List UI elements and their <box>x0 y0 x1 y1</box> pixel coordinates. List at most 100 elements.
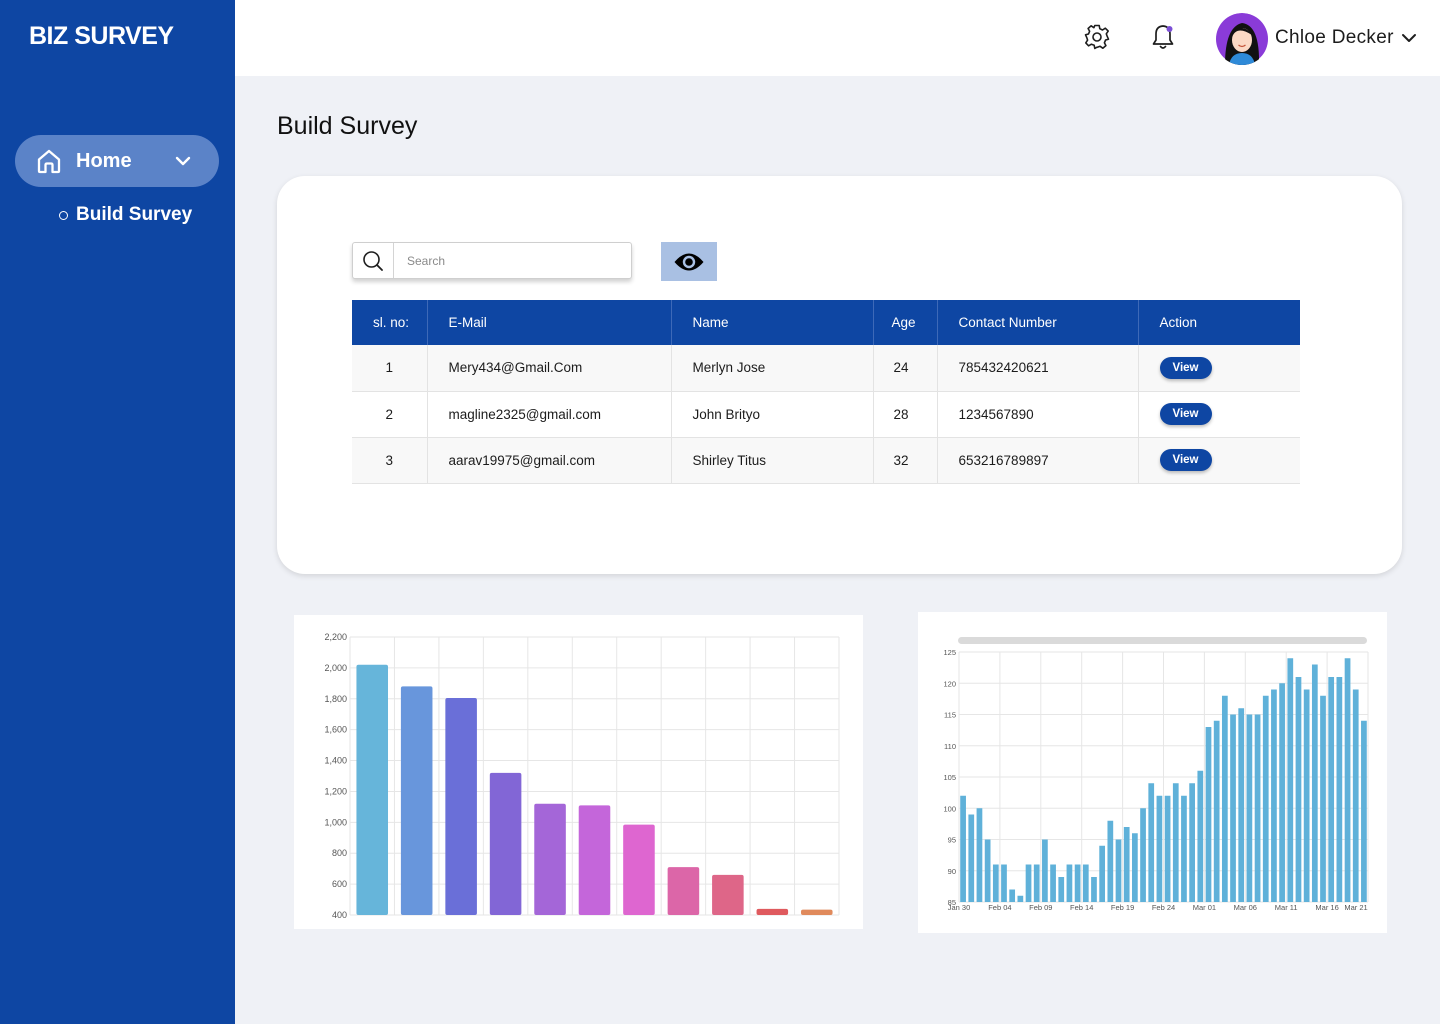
chart-scrollbar <box>958 637 1367 644</box>
bar <box>667 867 700 915</box>
bar <box>1279 683 1285 902</box>
bar <box>1205 727 1212 902</box>
x-tick-label: Feb 24 <box>1152 903 1175 912</box>
bar <box>1311 664 1318 902</box>
bar <box>1361 720 1367 902</box>
bar <box>756 908 789 915</box>
bar <box>1230 714 1236 902</box>
bar <box>445 698 477 915</box>
bullet-icon <box>59 210 68 220</box>
avatar[interactable] <box>1215 13 1269 65</box>
y-tick-label: 600 <box>332 879 347 889</box>
column-header: Age <box>873 300 938 345</box>
chevron-down-icon[interactable] <box>175 153 191 169</box>
bar <box>489 772 522 915</box>
column-header: sl. no: <box>352 300 428 345</box>
sidebar-item-build-survey[interactable]: Build Survey <box>59 204 192 226</box>
bar <box>992 864 999 902</box>
cell-name: Merlyn Jose <box>671 345 874 391</box>
y-tick-label: 90 <box>948 867 956 876</box>
cell-email: magline2325@gmail.com <box>427 391 672 437</box>
bar <box>400 686 433 915</box>
bar <box>1352 689 1359 902</box>
y-tick-label: 85 <box>948 898 956 907</box>
bar <box>1221 695 1228 902</box>
x-tick-label: Feb 04 <box>988 903 1011 912</box>
user-name[interactable]: Chloe Decker <box>1275 27 1394 48</box>
bar <box>1189 783 1195 902</box>
cell-sl: 3 <box>352 437 428 483</box>
bar <box>1066 864 1073 902</box>
x-tick-label: Feb 09 <box>1029 903 1052 912</box>
bar <box>1336 677 1343 902</box>
bar <box>1082 864 1089 902</box>
sidebar-item-build-survey-label: Build Survey <box>76 204 193 225</box>
bar <box>1115 839 1122 902</box>
column-header: Name <box>671 300 874 345</box>
y-tick-label: 400 <box>332 910 347 920</box>
y-tick-label: 100 <box>943 804 956 813</box>
table-row: 3 aarav19975@gmail.com Shirley Titus 32 … <box>352 437 1300 483</box>
search-input[interactable] <box>394 243 631 278</box>
bar <box>1099 845 1106 902</box>
x-tick-label: Feb 19 <box>1111 903 1134 912</box>
bar <box>1050 864 1056 902</box>
cell-sl: 1 <box>352 345 428 391</box>
x-tick-label: Mar 11 <box>1275 903 1298 912</box>
bar <box>1164 795 1171 902</box>
bar <box>1246 714 1253 902</box>
view-button[interactable]: View <box>1159 449 1212 471</box>
y-tick-label: 1,000 <box>324 817 347 827</box>
view-toggle-button[interactable] <box>661 242 717 281</box>
cell-action: View <box>1138 391 1300 437</box>
bar <box>1123 827 1130 902</box>
sidebar-item-home[interactable]: Home <box>15 135 219 187</box>
bar <box>1033 864 1040 902</box>
search-box <box>352 242 632 279</box>
gear-icon[interactable] <box>1082 22 1112 52</box>
column-header: Contact Number <box>937 300 1139 345</box>
y-tick-label: 2,000 <box>324 663 347 673</box>
survey-table: sl. no: E-Mail Name Age Contact Number A… <box>352 300 1300 484</box>
y-tick-label: 125 <box>943 648 956 657</box>
bar <box>1017 895 1024 902</box>
bar <box>1303 689 1310 902</box>
cell-name: Shirley Titus <box>671 437 874 483</box>
bar <box>623 824 655 915</box>
bar <box>1172 783 1179 902</box>
chevron-down-icon[interactable] <box>1401 30 1417 46</box>
bar <box>968 814 975 902</box>
bar <box>960 795 966 902</box>
bar <box>1271 689 1277 902</box>
sidebar-item-home-label: Home <box>76 149 132 172</box>
x-tick-label: Jan 30 <box>948 903 971 912</box>
search-icon[interactable] <box>353 243 394 278</box>
view-button[interactable]: View <box>1159 356 1212 379</box>
bar <box>1328 677 1335 902</box>
bar <box>1058 877 1065 902</box>
bar <box>1238 708 1245 902</box>
x-tick-label: Mar 06 <box>1234 903 1257 912</box>
x-tick-label: Mar 16 <box>1315 903 1338 912</box>
cell-age: 24 <box>873 345 938 391</box>
view-button[interactable]: View <box>1159 403 1212 425</box>
y-tick-label: 110 <box>944 742 956 751</box>
cell-name: John Brityo <box>671 391 874 437</box>
bar <box>800 909 833 915</box>
x-tick-label: Mar 01 <box>1193 903 1216 912</box>
bar <box>1287 658 1294 902</box>
timeseries-chart-card: 125 120 115 110 105 100 95 90 85 Jan 30 Feb 04 Feb … <box>918 612 1387 933</box>
brand-logo: BIZ SURVEY <box>29 22 174 50</box>
table-header-row: sl. no: E-Mail Name Age Contact Number A… <box>352 300 1300 345</box>
cell-contact: 1234567890 <box>937 391 1139 437</box>
bar <box>1107 820 1114 902</box>
bar <box>1001 864 1007 902</box>
bell-icon[interactable] <box>1148 22 1178 52</box>
bar <box>976 808 983 902</box>
y-tick-label: 1,600 <box>324 725 347 735</box>
bar <box>1197 770 1204 902</box>
cell-age: 32 <box>873 437 938 483</box>
cell-contact: 785432420621 <box>937 345 1139 391</box>
y-tick-label: 115 <box>944 711 956 720</box>
